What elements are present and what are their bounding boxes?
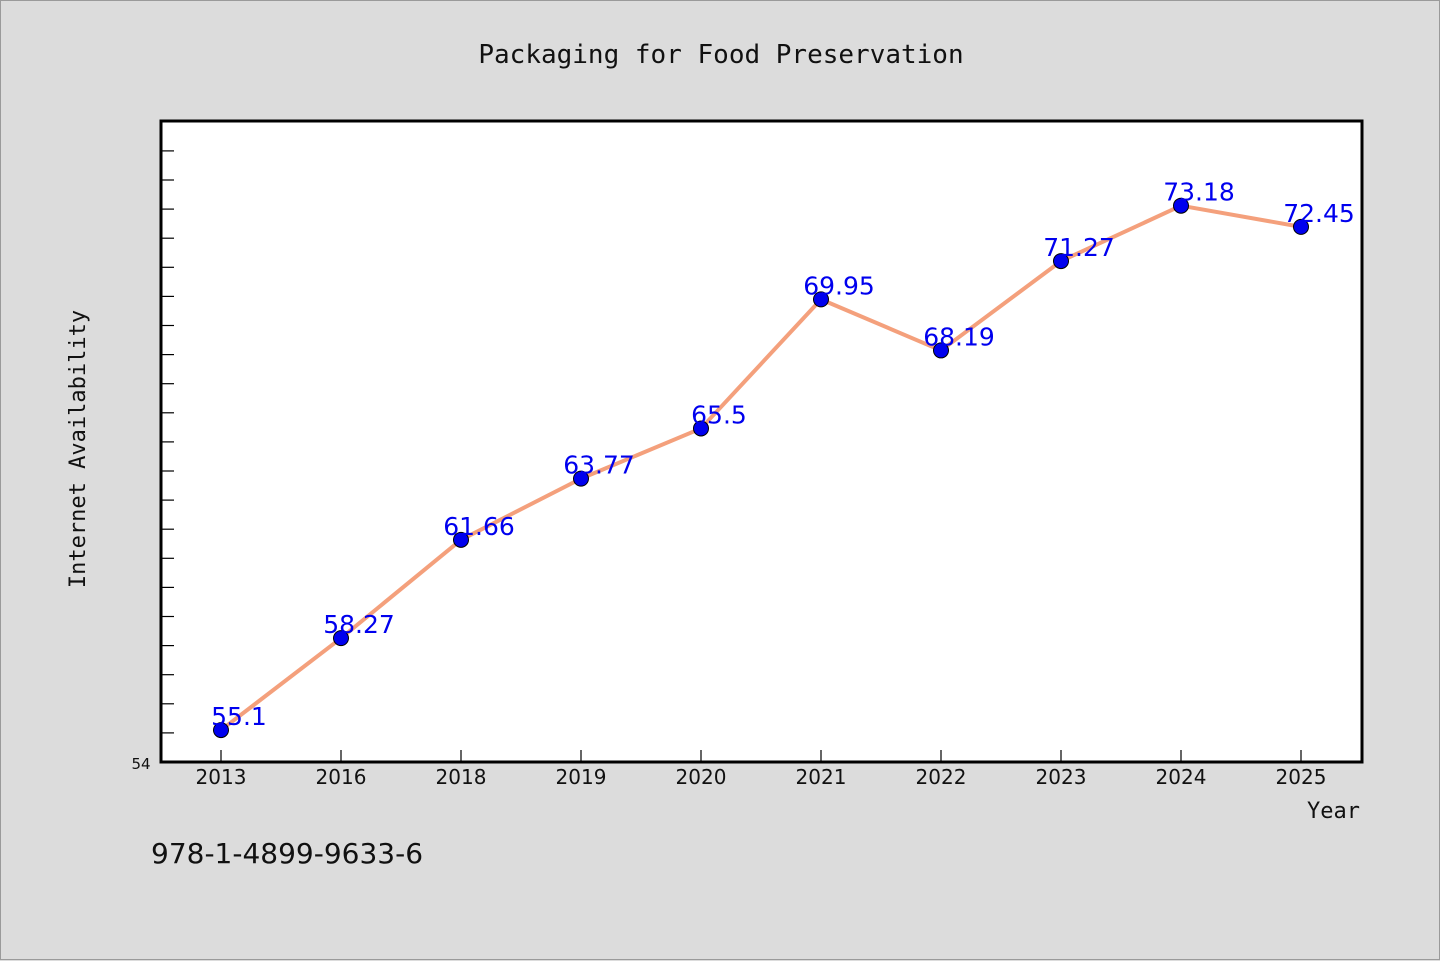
data-point-marker [1293,218,1309,235]
data-label: 58.27 [323,610,395,639]
data-label: 72.45 [1283,199,1355,228]
x-axis-label: Year [1307,799,1360,824]
data-label: 68.19 [923,322,995,351]
data-label: 65.5 [691,400,747,429]
data-label: 71.27 [1043,233,1115,262]
series-line-group: 55.1 58.27 61.66 63.77 65.5 69.95 68.19 71.27 73… [211,178,1355,739]
footer-code: 978-1-4899-9633-6 [151,837,423,870]
data-point-marker [693,420,709,437]
x-tick-label: 2023 [1036,765,1087,789]
x-tick-label: 2022 [916,765,967,789]
x-tick-labels: 2013 2016 2018 2019 2020 2021 2022 2023 2024 2025 [196,765,1327,789]
data-label: 55.1 [211,702,267,731]
data-point-marker [1173,197,1189,214]
x-tick-label: 2016 [316,765,367,789]
y-axis-label: Internet Availability [66,310,91,588]
x-tick-label: 2018 [436,765,487,789]
data-point-marker [1053,253,1069,270]
chart-title: Packaging for Food Preservation [478,40,963,70]
plot-area [159,119,1364,764]
x-tick-label: 2013 [196,765,247,789]
y-axis-ticks [161,150,174,734]
data-point-marker [573,470,589,487]
x-axis-ticks [220,750,1302,762]
series-line [219,203,1303,733]
data-label: 63.77 [563,451,635,480]
data-point-marker [813,291,829,308]
data-label: 61.66 [443,512,515,541]
data-label: 73.18 [1163,178,1235,207]
x-tick-label: 2021 [796,765,847,789]
data-point-marker [453,531,469,548]
data-point-marker [213,722,229,739]
data-label: 69.95 [803,271,875,300]
x-tick-label: 2025 [1276,765,1327,789]
x-tick-label: 2019 [556,765,607,789]
data-point-marker [933,342,949,359]
x-tick-label: 2024 [1156,765,1207,789]
y-tick-label: 54 [131,755,150,773]
x-tick-label: 2020 [676,765,727,789]
data-point-marker [333,630,349,647]
